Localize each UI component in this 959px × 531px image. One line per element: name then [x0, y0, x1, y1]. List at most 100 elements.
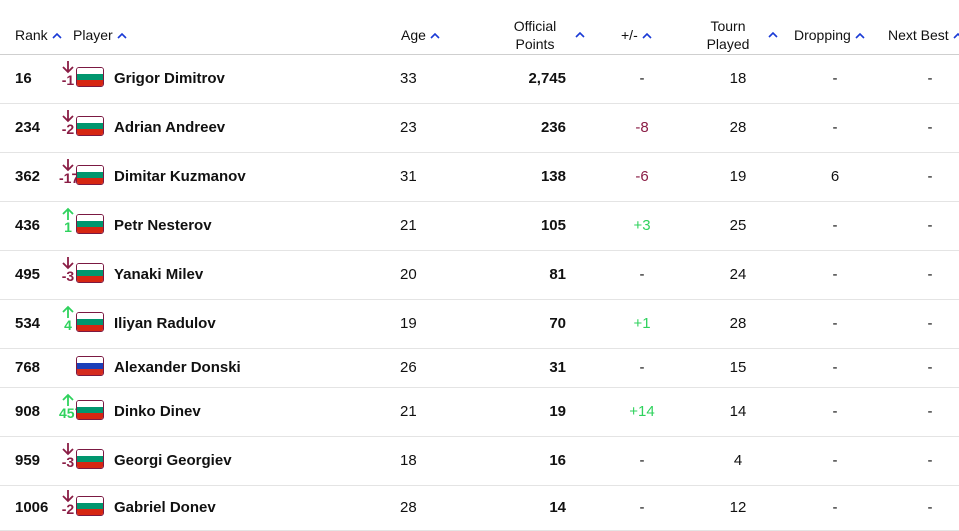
- dropping-value: -: [832, 359, 838, 376]
- player-name-link[interactable]: Georgi Georgiev: [114, 452, 232, 469]
- tourn-header-line1: Tourn: [710, 18, 746, 34]
- table-row[interactable]: 534 4 Iliyan Radulov 19 70 +1 28 - -: [0, 299, 959, 349]
- plusminus-value: +3: [633, 217, 651, 234]
- tourn-header-line2: Played: [706, 36, 750, 52]
- rank-movement: -3: [59, 256, 77, 284]
- movement-value: -3: [61, 268, 75, 284]
- next-best-value: -: [927, 499, 933, 516]
- rank-value: 495: [15, 266, 41, 283]
- bulgaria-flag-icon: [76, 67, 104, 87]
- player-name-link[interactable]: Dimitar Kuzmanov: [114, 168, 246, 185]
- table-row[interactable]: 495 -3 Yanaki Milev 20 81 - 24 - -: [0, 250, 959, 300]
- player-name-link[interactable]: Iliyan Radulov: [114, 315, 216, 332]
- sort-up-icon[interactable]: [52, 31, 62, 41]
- tourn-played-value: 12: [729, 499, 747, 516]
- rank-value: 436: [15, 217, 41, 234]
- dropping-value: -: [832, 452, 838, 469]
- age-value: 21: [400, 403, 417, 420]
- plusminus-column-header[interactable]: +/-: [621, 26, 652, 44]
- tourn-played-value: 24: [729, 266, 747, 283]
- dropping-value: -: [832, 266, 838, 283]
- points-value: 70: [549, 315, 566, 332]
- bulgaria-flag-icon: [76, 165, 104, 185]
- rank-movement: 1: [59, 207, 77, 235]
- player-name-link[interactable]: Gabriel Donev: [114, 499, 216, 516]
- next-best-value: -: [927, 403, 933, 420]
- table-row[interactable]: 908 457 Dinko Dinev 21 19 +14 14 - -: [0, 387, 959, 437]
- sort-up-icon[interactable]: [430, 31, 440, 41]
- tourn-played-column-header[interactable]: Tourn Played: [698, 17, 758, 53]
- player-header-label: Player: [73, 27, 113, 43]
- arrow-down-icon: [62, 257, 74, 270]
- dropping-value: -: [832, 119, 838, 136]
- points-column-header[interactable]: Official Points: [505, 17, 565, 53]
- rank-movement: -2: [59, 489, 77, 517]
- movement-value: 457: [59, 405, 83, 421]
- rank-column-header[interactable]: Rank: [15, 26, 62, 44]
- rank-value: 768: [15, 359, 41, 376]
- sort-up-icon[interactable]: [642, 31, 652, 41]
- points-value: 81: [549, 266, 566, 283]
- sort-up-icon[interactable]: [953, 31, 959, 41]
- table-row[interactable]: 959 -3 Georgi Georgiev 18 16 - 4 - -: [0, 436, 959, 486]
- tourn-played-value: 19: [729, 168, 747, 185]
- points-value: 236: [540, 119, 566, 136]
- player-name-link[interactable]: Petr Nesterov: [114, 217, 212, 234]
- next-best-column-header[interactable]: Next Best: [888, 26, 959, 44]
- table-row[interactable]: 436 1 Petr Nesterov 21 105 +3 25 - -: [0, 201, 959, 251]
- plusminus-value: +14: [629, 403, 655, 420]
- player-column-header[interactable]: Player: [73, 26, 127, 44]
- table-header: Rank Player Age Official Points +/- Tour…: [0, 0, 959, 55]
- next-best-value: -: [927, 266, 933, 283]
- sort-up-icon[interactable]: [117, 31, 127, 41]
- next-best-value: -: [927, 315, 933, 332]
- dropping-column-header[interactable]: Dropping: [794, 26, 865, 44]
- age-value: 21: [400, 217, 417, 234]
- arrow-up-icon: [62, 393, 74, 406]
- rank-movement: 4: [59, 305, 77, 333]
- sort-up-icon[interactable]: [768, 30, 778, 40]
- dropping-value: -: [832, 70, 838, 87]
- player-name-link[interactable]: Yanaki Milev: [114, 266, 204, 283]
- age-column-header[interactable]: Age: [401, 26, 440, 44]
- plusminus-value: -: [639, 359, 645, 376]
- movement-value: 4: [64, 317, 72, 333]
- movement-value: -2: [61, 121, 75, 137]
- plusminus-value: -: [639, 266, 645, 283]
- points-value: 16: [549, 452, 566, 469]
- table-row[interactable]: 362 -17 Dimitar Kuzmanov 31 138 -6 19 6 -: [0, 152, 959, 202]
- tourn-played-value: 14: [729, 403, 747, 420]
- dropping-value: -: [832, 217, 838, 234]
- arrow-down-icon: [62, 61, 74, 74]
- russia-flag-icon: [76, 356, 104, 376]
- age-value: 28: [400, 499, 417, 516]
- next-best-value: -: [927, 452, 933, 469]
- player-name-link[interactable]: Adrian Andreev: [114, 119, 226, 136]
- next-best-value: -: [927, 359, 933, 376]
- bulgaria-flag-icon: [76, 400, 104, 420]
- tourn-played-value: 28: [729, 315, 747, 332]
- bulgaria-flag-icon: [76, 116, 104, 136]
- tourn-played-value: 25: [729, 217, 747, 234]
- age-value: 26: [400, 359, 417, 376]
- points-value: 31: [549, 359, 566, 376]
- table-row[interactable]: 234 -2 Adrian Andreev 23 236 -8 28 - -: [0, 103, 959, 153]
- rank-movement: 457: [59, 393, 83, 421]
- sort-up-icon[interactable]: [575, 30, 585, 40]
- next-best-value: -: [927, 119, 933, 136]
- plusminus-header-label: +/-: [621, 27, 638, 43]
- movement-value: -17: [59, 170, 80, 186]
- table-row[interactable]: 16 -1 Grigor Dimitrov 33 2,745 - 18 - -: [0, 54, 959, 104]
- player-name-link[interactable]: Grigor Dimitrov: [114, 70, 225, 87]
- arrow-down-icon: [62, 159, 74, 172]
- table-row[interactable]: 1006 -2 Gabriel Donev 28 14 - 12 - -: [0, 485, 959, 531]
- sort-up-icon[interactable]: [855, 31, 865, 41]
- table-row[interactable]: 768 Alexander Donski 26 31 - 15 - -: [0, 348, 959, 388]
- player-name-link[interactable]: Alexander Donski: [114, 359, 241, 376]
- player-name-link[interactable]: Dinko Dinev: [114, 403, 201, 420]
- rank-value: 534: [15, 315, 41, 332]
- arrow-down-icon: [62, 443, 74, 456]
- rank-movement: -2: [59, 109, 77, 137]
- age-value: 20: [400, 266, 417, 283]
- age-value: 31: [400, 168, 417, 185]
